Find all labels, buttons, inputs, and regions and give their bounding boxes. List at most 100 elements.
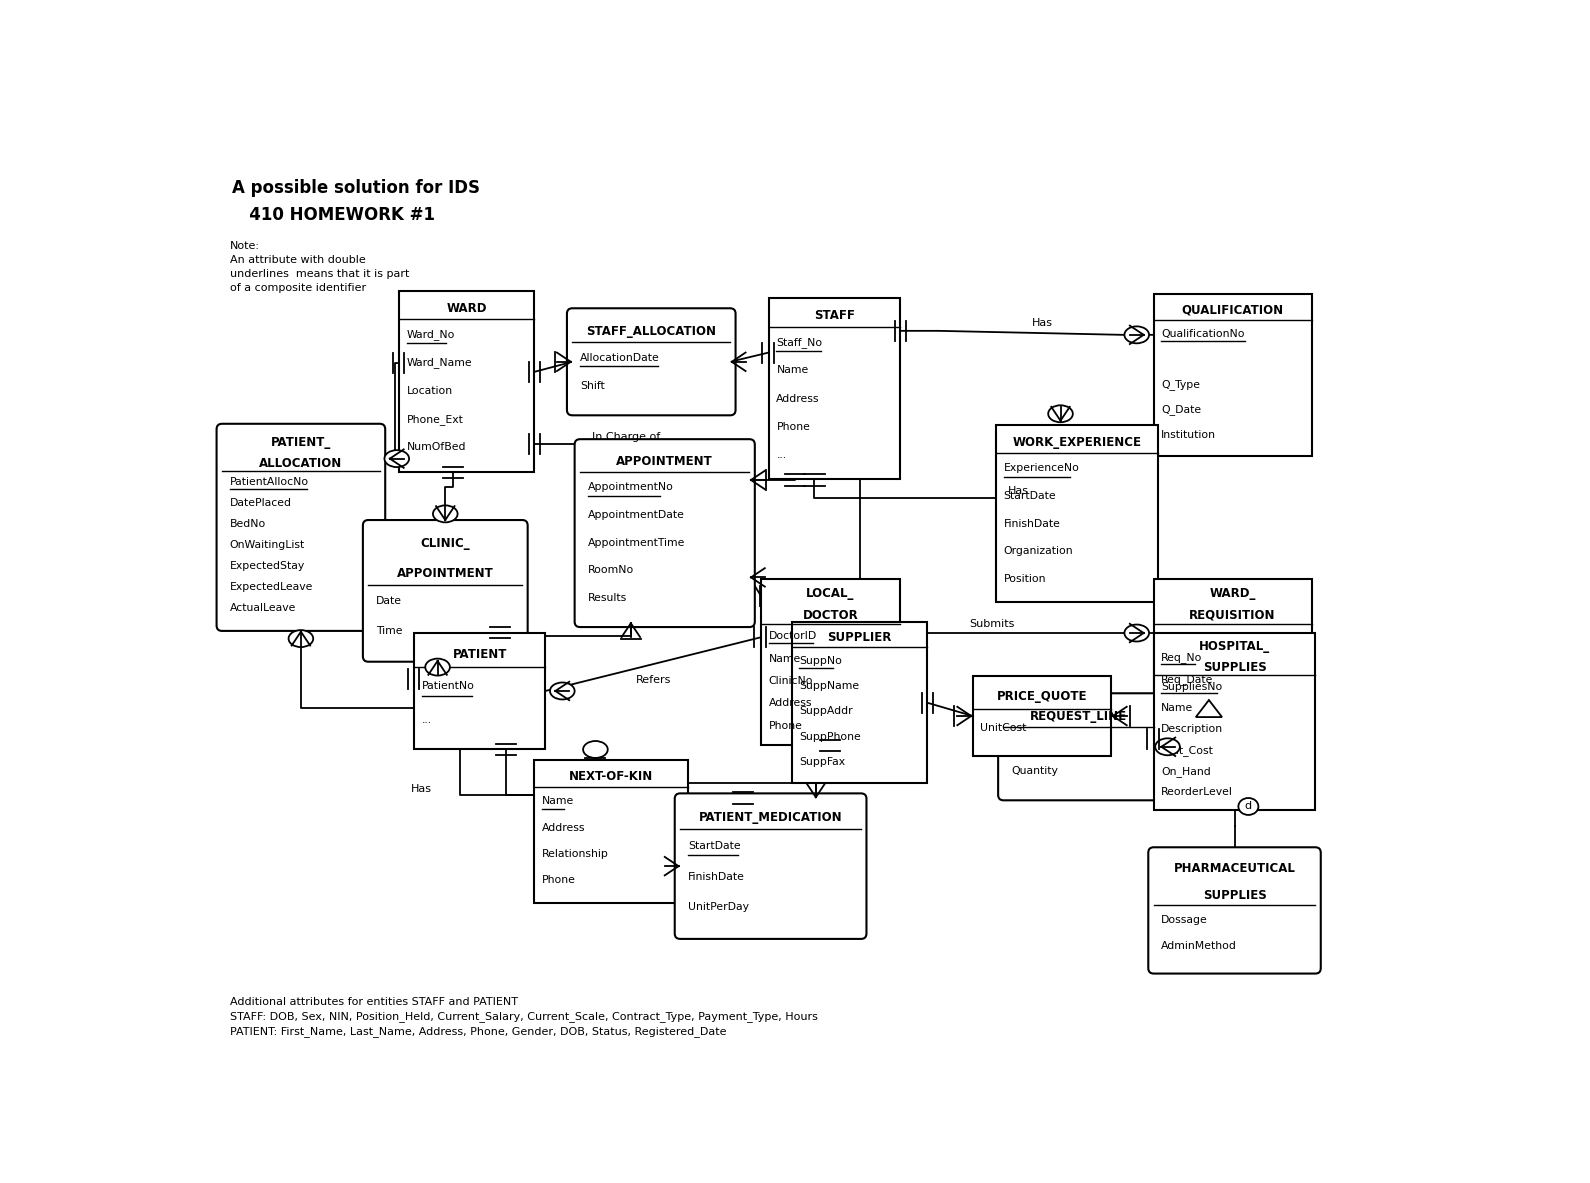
Polygon shape bbox=[1196, 700, 1223, 717]
Text: A possible solution for IDS: A possible solution for IDS bbox=[232, 179, 480, 196]
Text: PATIENT_MEDICATION: PATIENT_MEDICATION bbox=[698, 812, 843, 825]
Text: NEXT-OF-KIN: NEXT-OF-KIN bbox=[569, 770, 653, 783]
Text: PatientAllocNo: PatientAllocNo bbox=[229, 478, 308, 487]
Text: Relationship: Relationship bbox=[542, 849, 609, 859]
Text: ExperienceNo: ExperienceNo bbox=[1003, 464, 1080, 473]
Text: PatientNo: PatientNo bbox=[423, 681, 475, 691]
Text: DoctorID: DoctorID bbox=[768, 632, 817, 641]
Text: Ward_Name: Ward_Name bbox=[407, 357, 472, 368]
Bar bbox=[1154, 633, 1315, 810]
Text: Phone_Ext: Phone_Ext bbox=[407, 414, 464, 425]
Text: SUPPLIER: SUPPLIER bbox=[827, 631, 892, 644]
Text: APPOINTMENT: APPOINTMENT bbox=[398, 567, 493, 580]
Text: AppointmentDate: AppointmentDate bbox=[588, 510, 685, 521]
Text: DOCTOR: DOCTOR bbox=[803, 609, 859, 622]
Text: Refers: Refers bbox=[636, 675, 671, 685]
Text: Address: Address bbox=[768, 698, 812, 709]
Bar bbox=[415, 633, 545, 749]
Ellipse shape bbox=[1124, 625, 1150, 641]
Text: WORK_EXPERIENCE: WORK_EXPERIENCE bbox=[1013, 437, 1142, 450]
Text: SuppName: SuppName bbox=[800, 681, 860, 691]
Text: Phone: Phone bbox=[768, 720, 803, 731]
Text: Organization: Organization bbox=[1003, 547, 1073, 556]
Text: UnitCost: UnitCost bbox=[981, 723, 1027, 732]
FancyBboxPatch shape bbox=[363, 521, 528, 661]
Text: DatePlaced: DatePlaced bbox=[229, 498, 291, 509]
Text: PATIENT_: PATIENT_ bbox=[270, 435, 331, 448]
Text: Dossage: Dossage bbox=[1161, 914, 1208, 925]
Text: Name: Name bbox=[776, 366, 809, 375]
Text: Description: Description bbox=[1161, 724, 1223, 735]
Text: SuppPhone: SuppPhone bbox=[800, 731, 862, 742]
Text: SUPPLIES: SUPPLIES bbox=[1202, 888, 1266, 901]
Text: PRICE_QUOTE: PRICE_QUOTE bbox=[997, 690, 1088, 703]
Ellipse shape bbox=[550, 683, 574, 699]
FancyBboxPatch shape bbox=[1148, 847, 1321, 974]
Text: Req_Date: Req_Date bbox=[1161, 674, 1213, 685]
Text: d: d bbox=[1245, 801, 1251, 812]
Ellipse shape bbox=[425, 659, 450, 675]
Text: SuppFax: SuppFax bbox=[800, 757, 846, 767]
Ellipse shape bbox=[1239, 799, 1258, 815]
FancyBboxPatch shape bbox=[568, 309, 736, 415]
Text: On_Hand: On_Hand bbox=[1161, 765, 1212, 777]
Text: 410 HOMEWORK #1: 410 HOMEWORK #1 bbox=[232, 206, 436, 224]
Text: AppointmentNo: AppointmentNo bbox=[588, 483, 674, 492]
Text: Unit_Cost: Unit_Cost bbox=[1161, 745, 1213, 756]
Text: AdminMethod: AdminMethod bbox=[1161, 940, 1237, 951]
FancyBboxPatch shape bbox=[999, 693, 1159, 801]
Text: Name: Name bbox=[768, 654, 801, 664]
Ellipse shape bbox=[1124, 327, 1150, 343]
Text: Time: Time bbox=[375, 626, 402, 636]
Text: Ward_No: Ward_No bbox=[407, 329, 455, 340]
Text: Note:
An attribute with double
underlines  means that it is part
of a composite : Note: An attribute with double underline… bbox=[229, 240, 409, 292]
Text: QUALIFICATION: QUALIFICATION bbox=[1181, 304, 1283, 317]
FancyBboxPatch shape bbox=[574, 439, 755, 627]
Text: Staff_No: Staff_No bbox=[776, 337, 822, 348]
Text: Q_Type: Q_Type bbox=[1161, 379, 1200, 389]
Text: FinishDate: FinishDate bbox=[1003, 518, 1061, 529]
Bar bbox=[534, 761, 688, 903]
Text: APPOINTMENT: APPOINTMENT bbox=[617, 455, 712, 468]
Bar bbox=[792, 622, 927, 783]
Text: UnitPerDay: UnitPerDay bbox=[688, 903, 749, 912]
Text: Date: Date bbox=[375, 596, 402, 606]
Ellipse shape bbox=[1156, 738, 1180, 755]
Text: SUPPLIES: SUPPLIES bbox=[1202, 661, 1266, 674]
Bar bbox=[973, 675, 1111, 756]
Text: ...: ... bbox=[423, 715, 432, 725]
Text: Quantity: Quantity bbox=[1011, 765, 1057, 776]
Text: WARD: WARD bbox=[447, 302, 487, 315]
Text: Address: Address bbox=[776, 394, 820, 403]
Text: Shift: Shift bbox=[580, 381, 604, 390]
Text: PATIENT: PATIENT bbox=[453, 648, 507, 661]
Text: ActualLeave: ActualLeave bbox=[229, 603, 296, 613]
Text: PHARMACEUTICAL: PHARMACEUTICAL bbox=[1173, 862, 1296, 875]
Text: NumOfBed: NumOfBed bbox=[407, 442, 466, 452]
Text: REQUEST_LINE: REQUEST_LINE bbox=[1030, 710, 1127, 723]
Text: Institution: Institution bbox=[1161, 429, 1216, 440]
Text: Has: Has bbox=[412, 784, 432, 794]
Ellipse shape bbox=[584, 741, 607, 758]
Text: StartDate: StartDate bbox=[688, 841, 741, 852]
Text: CLINIC_: CLINIC_ bbox=[420, 537, 471, 550]
Text: BedNo: BedNo bbox=[229, 519, 266, 529]
Text: Address: Address bbox=[542, 822, 585, 833]
Text: ClinicNo: ClinicNo bbox=[768, 677, 812, 686]
Text: Has: Has bbox=[1032, 318, 1053, 328]
Text: OnWaitingList: OnWaitingList bbox=[229, 541, 305, 550]
Text: RoomNo: RoomNo bbox=[588, 565, 634, 575]
Bar bbox=[762, 580, 900, 745]
Text: ExpectedLeave: ExpectedLeave bbox=[229, 582, 313, 592]
Text: Submits: Submits bbox=[968, 619, 1014, 629]
Text: SuppliesNo: SuppliesNo bbox=[1161, 681, 1223, 692]
Ellipse shape bbox=[1048, 406, 1073, 422]
Text: Req_No: Req_No bbox=[1161, 652, 1202, 664]
FancyBboxPatch shape bbox=[216, 424, 385, 631]
Text: Has: Has bbox=[1008, 486, 1029, 496]
Text: Results: Results bbox=[588, 593, 626, 603]
Ellipse shape bbox=[432, 505, 458, 523]
Bar bbox=[1154, 295, 1312, 457]
FancyBboxPatch shape bbox=[674, 794, 867, 939]
Text: LOCAL_: LOCAL_ bbox=[806, 587, 854, 600]
